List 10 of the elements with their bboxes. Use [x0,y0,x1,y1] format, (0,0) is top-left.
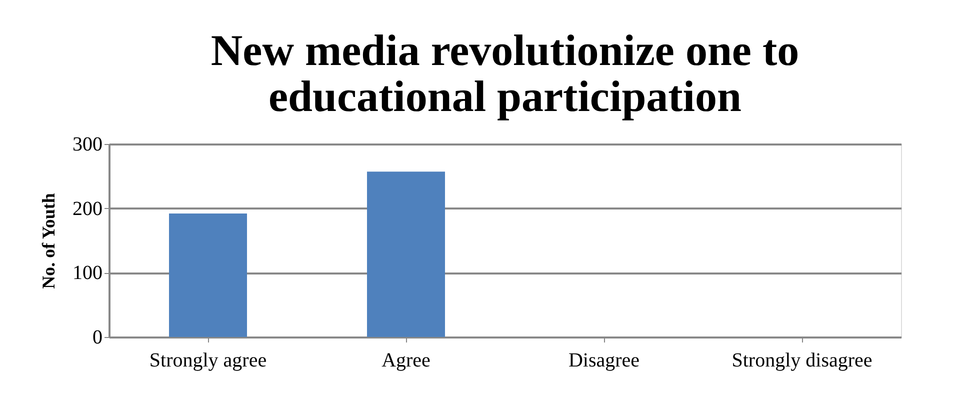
chart-title: New media revolutionize one to educational participation [210,26,800,121]
x-tick-label: Strongly disagree [732,350,872,372]
x-tick-label: Disagree [568,350,640,372]
y-tick-label: 100 [72,262,102,284]
y-axis-title: No. of Youth [38,193,58,289]
y-tick-label: 0 [92,326,102,348]
y-tick-label: 200 [72,198,102,220]
x-tick-label: Agree [382,350,431,372]
y-tick-label: 300 [72,134,102,156]
x-tick-label: Strongly agree [149,350,267,372]
